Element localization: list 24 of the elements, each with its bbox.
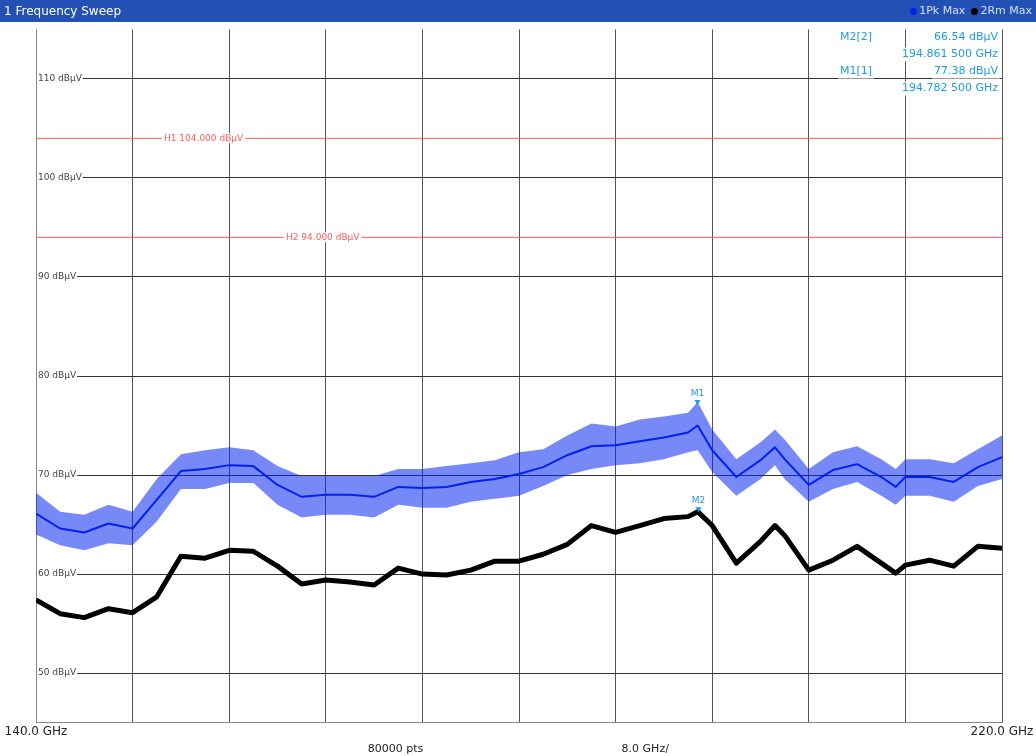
y-tick-label: 60 dBµV bbox=[38, 568, 77, 579]
annotation: M1[1] bbox=[840, 64, 873, 78]
legend-label: 1Pk Max bbox=[918, 3, 966, 19]
annotation: M2[2] bbox=[840, 30, 873, 44]
y-tick-label: 50 dBµV bbox=[38, 667, 77, 678]
annotation: M1 bbox=[690, 387, 705, 398]
chart-title: 1 Frequency Sweep bbox=[4, 3, 122, 20]
y-tick-label: 100 dBµV bbox=[38, 172, 83, 183]
ref-line-label: H1 104.000 dBµV bbox=[164, 132, 245, 143]
annotation: 194.861 500 GHz bbox=[901, 47, 999, 61]
x-tick-label: 140.0 GHz bbox=[4, 723, 68, 738]
annotation: 77.38 dBµV bbox=[933, 64, 999, 78]
annotation: 66.54 dBµV bbox=[933, 30, 999, 44]
x-tick-label: 220.0 GHz bbox=[970, 723, 1034, 738]
legend-label: 2Rm Max bbox=[979, 3, 1032, 19]
text: 80000 pts bbox=[367, 741, 424, 756]
y-tick-label: 70 dBµV bbox=[38, 469, 77, 480]
text: 8.0 GHz/ bbox=[621, 741, 669, 756]
ref-line-label: H2 94.000 dBµV bbox=[286, 231, 361, 242]
y-tick-label: 90 dBµV bbox=[38, 271, 77, 282]
y-tick-label: 80 dBµV bbox=[38, 370, 77, 381]
y-tick-label: 110 dBµV bbox=[38, 73, 83, 84]
annotation: M2 bbox=[691, 495, 706, 506]
annotation: 194.782 500 GHz bbox=[901, 81, 999, 95]
